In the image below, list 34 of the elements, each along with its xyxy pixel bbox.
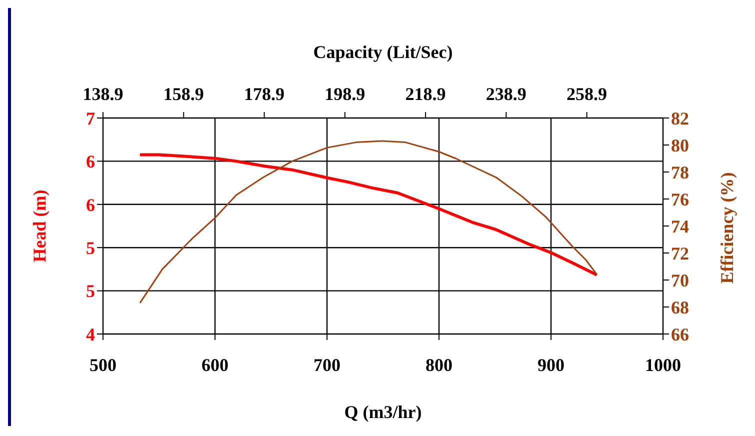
x-tick-label: 600 <box>202 354 228 375</box>
y-tick-label: 7 <box>86 108 95 128</box>
y2-tick-label: 72 <box>671 243 689 264</box>
line-series <box>138 153 598 276</box>
y2-tick-label: 80 <box>671 135 689 156</box>
y-tick-label: 5 <box>86 281 95 302</box>
x2-tick-label: 138.9 <box>82 84 124 104</box>
x-tick-label: 1000 <box>645 354 681 375</box>
y-axis-title: Head (m) <box>29 190 50 262</box>
y-tick-label: 5 <box>86 238 95 258</box>
x2-tick-label: 218.9 <box>405 84 446 104</box>
y2-tick-label: 74 <box>671 216 689 236</box>
x2-tick-label: 238.9 <box>486 84 526 104</box>
y2-tick-label: 70 <box>671 270 689 290</box>
x-axis-title: Q (m3/hr) <box>344 402 422 422</box>
y2-tick-label: 66 <box>671 324 689 344</box>
line-series <box>139 140 598 304</box>
y2-tick-label: 78 <box>671 162 689 182</box>
x-tick-label: 900 <box>538 354 564 375</box>
y2-axis-title: Efficiency (%) <box>717 172 737 284</box>
y-tick-label: 6 <box>86 194 95 215</box>
y2-tick-label: 76 <box>671 189 689 210</box>
x2-axis-title: Capacity (Lit/Sec) <box>313 42 453 62</box>
y-tick-label: 6 <box>86 152 95 172</box>
x-tick-label: 800 <box>426 354 452 375</box>
y2-tick-label: 68 <box>671 297 689 318</box>
x2-tick-label: 158.9 <box>163 84 204 104</box>
x-tick-label: 700 <box>314 354 340 375</box>
y2-tick-label: 82 <box>671 108 689 128</box>
x2-tick-label: 258.9 <box>566 84 608 104</box>
x-tick-label: 500 <box>90 354 116 375</box>
x2-tick-label: 178.9 <box>244 84 285 104</box>
y-tick-label: 4 <box>86 324 95 344</box>
x2-tick-label: 198.9 <box>324 84 366 104</box>
